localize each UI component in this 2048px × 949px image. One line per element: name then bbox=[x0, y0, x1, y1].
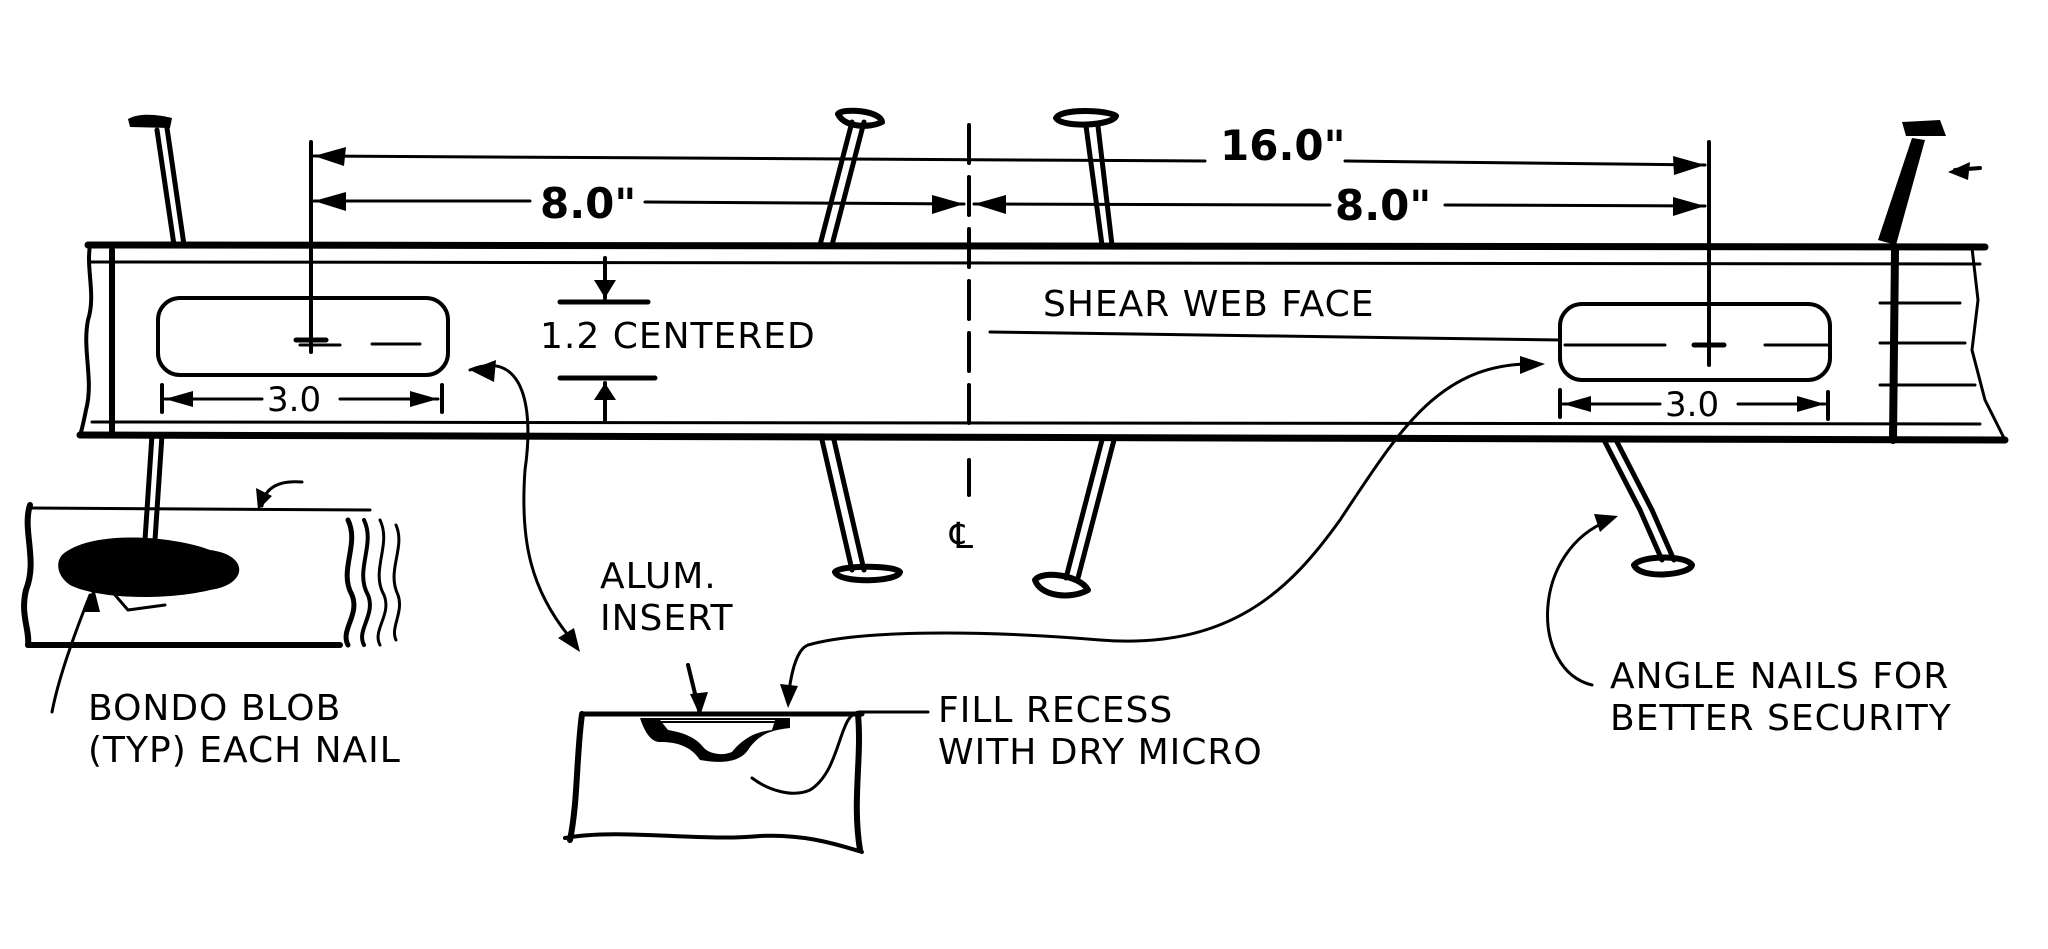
fill-recess-label-line1: FILL RECESS bbox=[938, 690, 1173, 731]
nail-bottom-center-right bbox=[1032, 437, 1117, 599]
angle-nails-label-line1: ANGLE NAILS FOR bbox=[1610, 656, 1949, 697]
fill-recess-section-leader-arrow bbox=[780, 356, 1545, 708]
fill-recess-leader bbox=[750, 710, 930, 795]
bondo-blob-detail bbox=[21, 480, 401, 648]
bondo-label-line1: BONDO BLOB bbox=[88, 688, 341, 729]
nail-bottom-center-left bbox=[819, 437, 903, 584]
nail-top-center-right bbox=[1053, 108, 1119, 248]
nail-bottom-left bbox=[141, 432, 165, 558]
alum-insert-label-line2: INSERT bbox=[600, 598, 734, 639]
shear-web-beam bbox=[76, 241, 2009, 444]
right-insert-recess bbox=[1558, 302, 1832, 382]
left-insert-dimension: 3.0 bbox=[160, 380, 444, 420]
left-insert-centerline bbox=[293, 140, 329, 354]
right-insert-dimension-label: 3.0 bbox=[1665, 385, 1719, 425]
fill-recess-label-line2: WITH DRY MICRO bbox=[938, 732, 1263, 773]
left-insert-recess bbox=[156, 296, 450, 377]
right-insert-dimension: 3.0 bbox=[1558, 385, 1830, 425]
beam-centerline: ℄ bbox=[949, 123, 1562, 557]
left-insert-dimension-label: 3.0 bbox=[267, 380, 321, 420]
bondo-leader-arrow bbox=[50, 588, 100, 714]
left-half-dimension-label: 8.0" bbox=[540, 179, 636, 228]
right-insert-centerline bbox=[1691, 140, 1727, 367]
centered-dimension-label: 1.2 CENTERED bbox=[540, 316, 816, 357]
insert-cross-section bbox=[563, 663, 865, 854]
nail-top-right bbox=[1878, 120, 1982, 245]
alum-insert-label-line1: ALUM. bbox=[600, 556, 717, 597]
half-dimensions: 8.0" 8.0" bbox=[312, 179, 1707, 230]
nail-top-center-left bbox=[817, 107, 885, 248]
angle-nails-label-line2: BETTER SECURITY bbox=[1610, 698, 1952, 739]
insert-to-section-leader-arrow bbox=[468, 360, 580, 652]
centered-dimension: 1.2 CENTERED bbox=[540, 256, 816, 422]
nail-bottom-right bbox=[1601, 437, 1695, 578]
shear-web-face-label: SHEAR WEB FACE bbox=[1043, 284, 1375, 325]
bondo-label-line2: (TYP) EACH NAIL bbox=[88, 730, 401, 771]
overall-dimension-label: 16.0" bbox=[1220, 121, 1346, 170]
right-half-dimension-label: 8.0" bbox=[1335, 181, 1431, 230]
overall-dimension: 16.0" bbox=[312, 121, 1707, 175]
angle-nail-leader-arrow bbox=[1546, 514, 1618, 687]
nail-top-left bbox=[128, 114, 187, 248]
centerline-symbol: ℄ bbox=[949, 516, 974, 557]
